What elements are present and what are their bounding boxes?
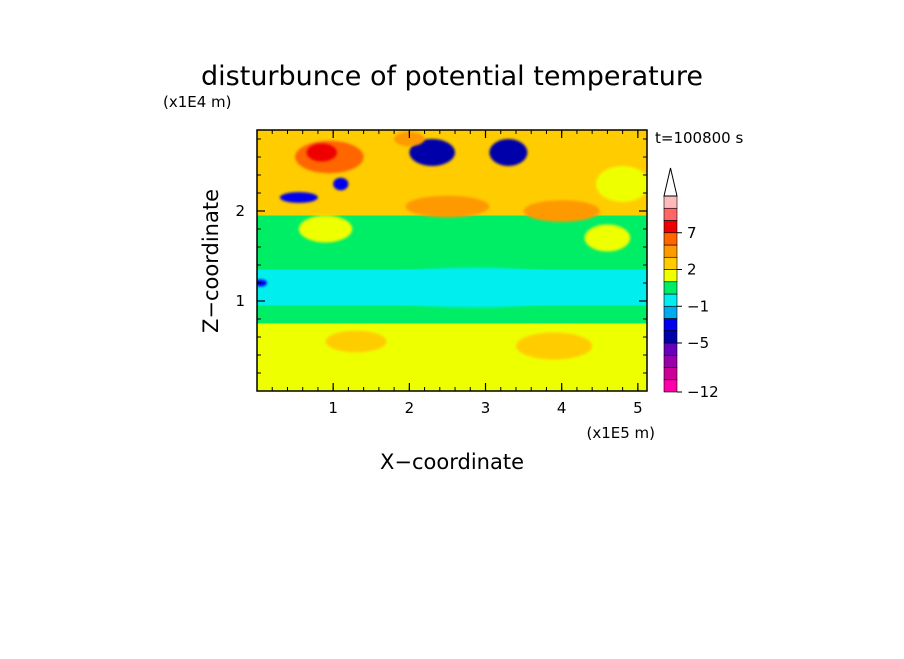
colorbar-swatch-5	[663, 318, 678, 332]
plot-frame	[256, 129, 648, 392]
field-feature-4	[279, 192, 318, 203]
y-tick-label-0: 1	[235, 292, 245, 310]
y-axis-label: Z−coordinate	[199, 189, 223, 333]
colorbar-label-2: −1	[687, 297, 709, 315]
colorbar-label-1: −5	[687, 334, 709, 352]
colorbar: −12−5−127	[663, 167, 719, 401]
x-unit-label: (x1E5 m)	[586, 424, 655, 442]
colorbar-swatch-11	[663, 244, 678, 258]
field-feature-12	[325, 330, 387, 353]
x-tick-label-0: 1	[328, 399, 338, 417]
time-label: t=100800 s	[655, 129, 743, 147]
y-tick-label-1: 2	[235, 202, 245, 220]
y-axis: 12	[235, 138, 647, 374]
colorbar-swatch-7	[663, 293, 678, 307]
colorbar-swatch-0	[663, 379, 678, 393]
colorbar-swatch-2	[663, 354, 678, 368]
field-feature-3	[489, 139, 528, 166]
field-band-0	[257, 323, 647, 391]
x-axis: 1 2 3 4 5	[271, 130, 643, 417]
colorbar-swatch-8	[663, 281, 678, 295]
x-tick-label-4: 5	[633, 399, 643, 417]
field-feature-15	[394, 131, 425, 147]
field-feature-9	[298, 215, 353, 243]
colorbar-label-3: 2	[687, 261, 697, 279]
field-feature-11	[515, 332, 593, 360]
field-feature-8	[352, 267, 596, 308]
colorbar-swatch-1	[663, 367, 678, 381]
colorbar-swatch-15	[663, 195, 678, 209]
x-tick-label-3: 4	[557, 399, 567, 417]
x-tick-label-1: 2	[405, 399, 415, 417]
colorbar-swatch-9	[663, 269, 678, 283]
colorbar-label-0: −12	[687, 383, 719, 401]
colorbar-swatch-14	[663, 207, 678, 221]
colorbar-max-arrow	[663, 167, 678, 197]
field-feature-1	[306, 143, 337, 162]
field-band-1	[257, 305, 647, 324]
x-axis-label: X−coordinate	[380, 450, 524, 474]
field-feature-14	[595, 166, 647, 202]
colorbar-swatch-10	[663, 256, 678, 270]
field-feature-6	[405, 195, 490, 218]
colorbar-label-4: 7	[687, 224, 697, 242]
colorbar-swatch-3	[663, 342, 678, 356]
colorbar-swatch-6	[663, 305, 678, 319]
chart-title: disturbunce of potential temperature	[201, 61, 703, 92]
field-feature-5	[333, 177, 349, 191]
colorbar-swatch-4	[663, 330, 678, 344]
field-feature-10	[584, 224, 631, 252]
colorbar-swatch-13	[663, 220, 678, 234]
contour-field	[257, 130, 647, 391]
x-tick-label-2: 3	[481, 399, 491, 417]
field-feature-2	[409, 139, 456, 166]
field-feature-13	[257, 279, 267, 287]
colorbar-swatch-12	[663, 232, 678, 246]
y-unit-label: (x1E4 m)	[163, 93, 232, 111]
field-feature-7	[523, 200, 600, 222]
